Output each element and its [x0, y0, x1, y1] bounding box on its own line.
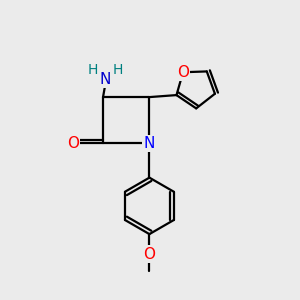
- Text: N: N: [144, 136, 155, 151]
- Text: O: O: [143, 247, 155, 262]
- Text: H: H: [88, 63, 98, 77]
- Text: N: N: [100, 72, 111, 87]
- Text: O: O: [67, 136, 79, 151]
- Text: H: H: [113, 63, 123, 77]
- Text: O: O: [177, 65, 189, 80]
